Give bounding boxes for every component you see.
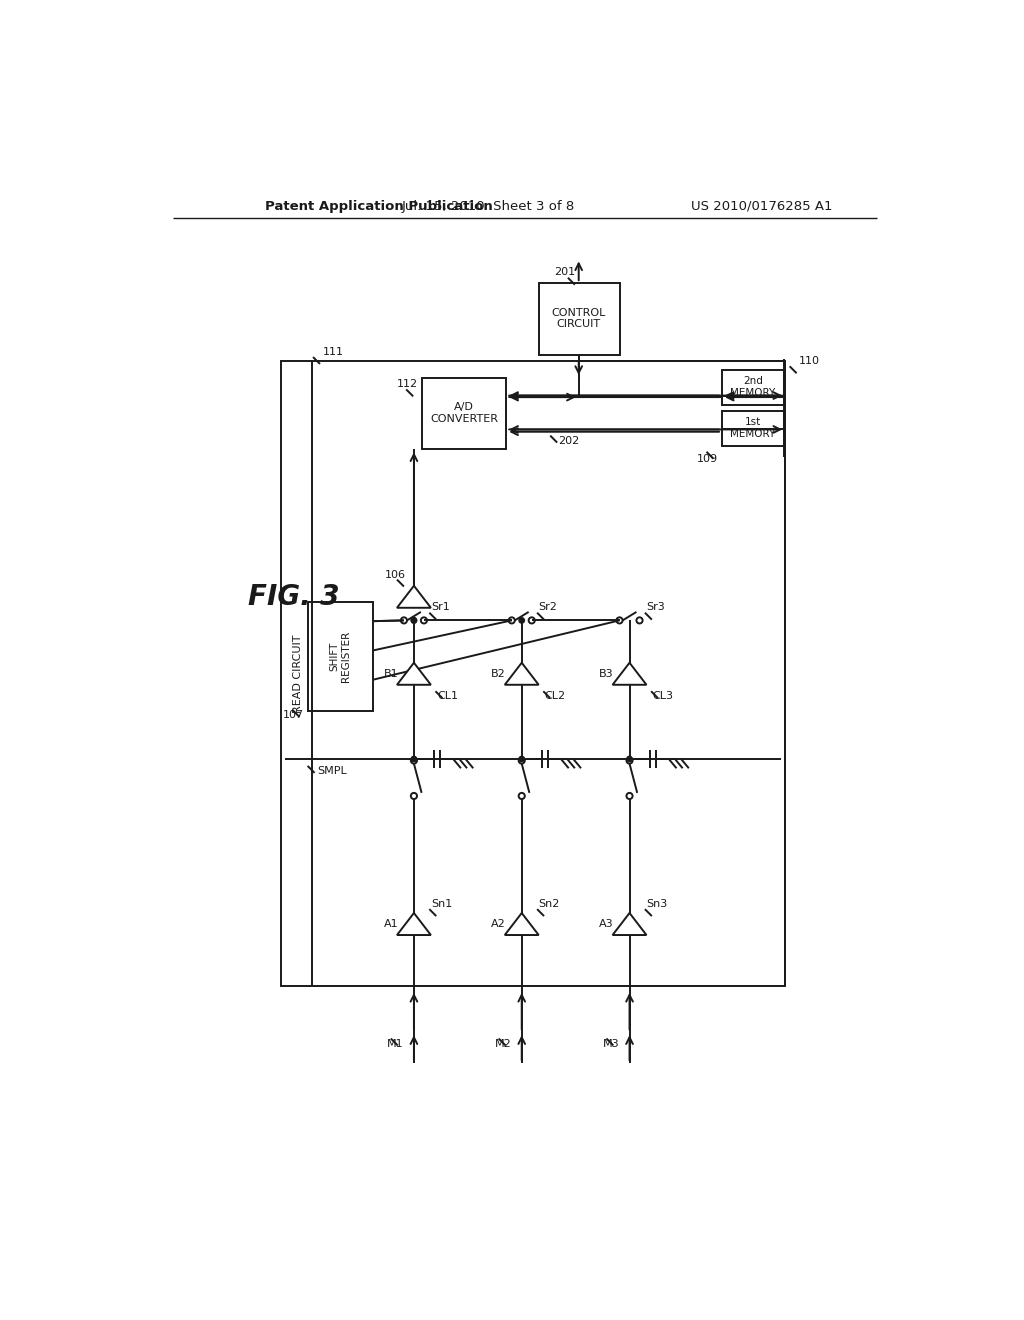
Bar xyxy=(422,378,506,449)
Polygon shape xyxy=(397,913,431,935)
Circle shape xyxy=(412,618,417,623)
Text: 106: 106 xyxy=(385,570,407,579)
Text: A3: A3 xyxy=(599,919,613,929)
Text: Sn2: Sn2 xyxy=(539,899,560,908)
Text: 107: 107 xyxy=(283,710,304,721)
Bar xyxy=(281,360,785,986)
Circle shape xyxy=(627,756,632,762)
Text: 112: 112 xyxy=(396,379,418,389)
Polygon shape xyxy=(505,913,539,935)
Text: Sr1: Sr1 xyxy=(431,602,450,611)
Bar xyxy=(722,411,783,446)
Text: US 2010/0176285 A1: US 2010/0176285 A1 xyxy=(691,199,833,213)
Text: Sn1: Sn1 xyxy=(431,899,453,908)
Text: B3: B3 xyxy=(599,668,613,678)
Polygon shape xyxy=(397,663,431,685)
Text: Jul. 15, 2010  Sheet 3 of 8: Jul. 15, 2010 Sheet 3 of 8 xyxy=(402,199,575,213)
Text: CL2: CL2 xyxy=(545,690,566,701)
Circle shape xyxy=(519,618,524,623)
Polygon shape xyxy=(612,913,646,935)
Text: SHIFT
REGISTER: SHIFT REGISTER xyxy=(329,631,351,682)
Text: 2nd
MEMORY: 2nd MEMORY xyxy=(730,376,775,397)
Text: Sr3: Sr3 xyxy=(646,602,666,611)
Text: Sn3: Sn3 xyxy=(646,899,668,908)
Text: 201: 201 xyxy=(554,268,574,277)
Text: A/D
CONVERTER: A/D CONVERTER xyxy=(430,403,498,424)
Text: A2: A2 xyxy=(492,919,506,929)
Circle shape xyxy=(412,756,417,762)
Polygon shape xyxy=(505,663,539,685)
Text: 111: 111 xyxy=(323,347,344,356)
Text: 1st
MEMORY: 1st MEMORY xyxy=(730,417,775,438)
Text: SMPL: SMPL xyxy=(317,767,347,776)
Bar xyxy=(722,370,783,405)
Text: M3: M3 xyxy=(602,1039,620,1049)
Text: CONTROL
CIRCUIT: CONTROL CIRCUIT xyxy=(552,308,606,330)
Text: A1: A1 xyxy=(384,919,398,929)
Text: M2: M2 xyxy=(495,1039,512,1049)
Text: CL3: CL3 xyxy=(652,690,674,701)
Circle shape xyxy=(519,756,524,762)
Circle shape xyxy=(412,618,417,623)
Text: 110: 110 xyxy=(799,356,820,366)
Text: B1: B1 xyxy=(384,668,398,678)
Text: M1: M1 xyxy=(387,1039,403,1049)
Text: CL1: CL1 xyxy=(437,690,458,701)
Text: READ CIRCUIT: READ CIRCUIT xyxy=(293,635,303,713)
Text: 109: 109 xyxy=(697,454,718,465)
Text: 202: 202 xyxy=(558,436,580,446)
Polygon shape xyxy=(612,663,646,685)
Bar xyxy=(539,284,620,355)
Text: Patent Application Publication: Patent Application Publication xyxy=(265,199,494,213)
Polygon shape xyxy=(397,586,431,607)
Text: B2: B2 xyxy=(492,668,506,678)
Bar xyxy=(307,602,373,711)
Text: FIG. 3: FIG. 3 xyxy=(248,583,339,611)
Text: Sr2: Sr2 xyxy=(539,602,557,611)
